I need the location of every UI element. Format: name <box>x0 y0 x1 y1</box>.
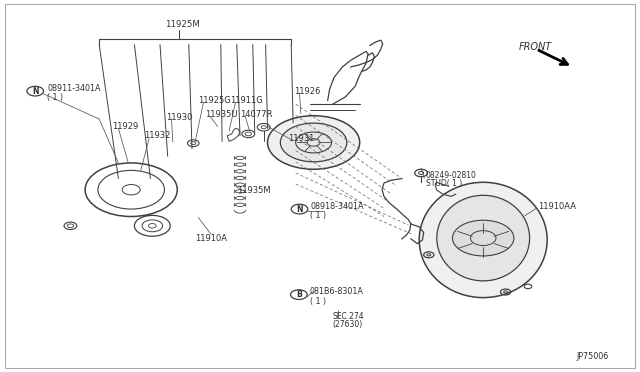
Ellipse shape <box>437 195 530 281</box>
Text: 11910A: 11910A <box>195 234 227 243</box>
Text: 11935M: 11935M <box>237 186 271 195</box>
Text: 11926: 11926 <box>294 87 321 96</box>
Text: (27630): (27630) <box>333 320 363 329</box>
Text: 11929: 11929 <box>112 122 138 131</box>
Text: 08918-3401A: 08918-3401A <box>310 202 364 211</box>
Text: 081B6-8301A: 081B6-8301A <box>310 287 364 296</box>
Text: 11935U: 11935U <box>205 110 237 119</box>
Text: 11925M: 11925M <box>165 20 200 29</box>
Circle shape <box>452 220 514 256</box>
Text: 11932: 11932 <box>144 131 170 140</box>
Text: 11910AA: 11910AA <box>538 202 575 211</box>
Text: ( 1 ): ( 1 ) <box>310 297 326 306</box>
Text: FRONT: FRONT <box>518 42 552 51</box>
Circle shape <box>280 123 347 162</box>
Text: 11925G: 11925G <box>198 96 231 105</box>
Text: STUD( 1 ): STUD( 1 ) <box>426 179 462 187</box>
Text: 11931: 11931 <box>288 134 314 143</box>
Text: 08911-3401A: 08911-3401A <box>47 84 101 93</box>
Text: 14077R: 14077R <box>240 110 273 119</box>
Text: JP75006: JP75006 <box>576 352 608 361</box>
Text: SEC.274: SEC.274 <box>333 312 364 321</box>
Text: 11930: 11930 <box>166 113 193 122</box>
Ellipse shape <box>419 182 547 298</box>
Text: B: B <box>296 290 301 299</box>
Text: ( 1 ): ( 1 ) <box>310 211 326 220</box>
Text: N: N <box>32 87 38 96</box>
Text: ( 1 ): ( 1 ) <box>47 93 63 102</box>
Circle shape <box>268 116 360 169</box>
Text: 11911G: 11911G <box>230 96 263 105</box>
Text: 08249-02810: 08249-02810 <box>426 171 476 180</box>
Text: N: N <box>296 205 303 214</box>
